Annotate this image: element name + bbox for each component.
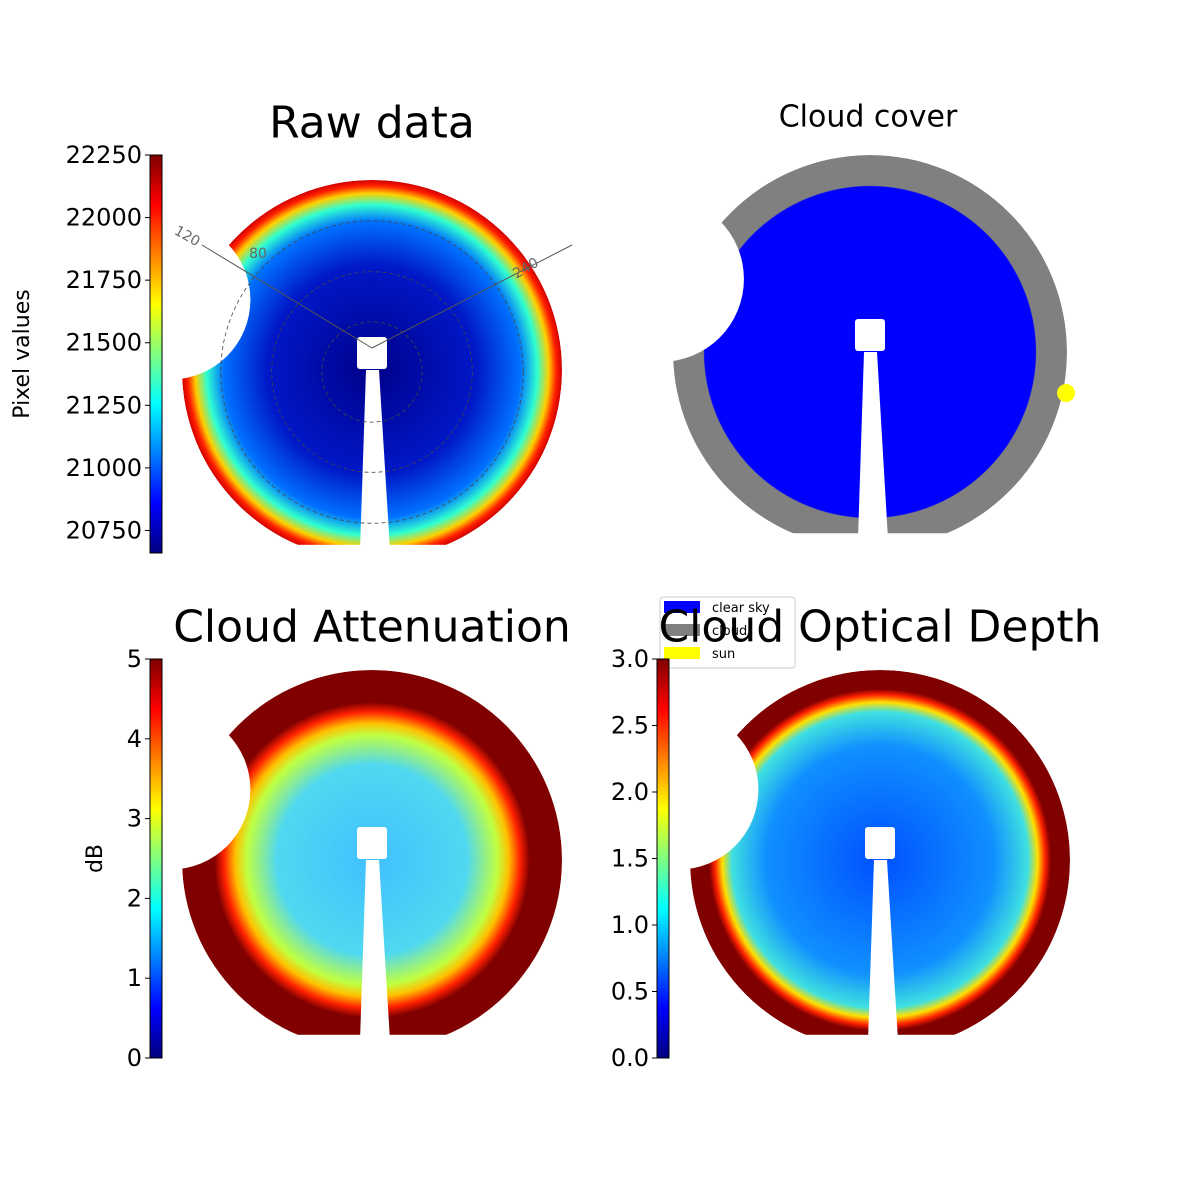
legend-label: cloud — [712, 624, 747, 639]
mast-mask — [858, 352, 888, 540]
colorbar-tick-label: 5 — [127, 645, 142, 673]
panel-title: Cloud cover — [779, 100, 958, 135]
colorbar-tick-label: 21750 — [66, 266, 142, 294]
colorbar-label: Pixel values — [10, 289, 35, 418]
colorbar-tick-label: 21500 — [66, 329, 142, 357]
sun-marker — [1057, 384, 1075, 402]
panel-title: Raw data — [269, 97, 475, 148]
colorbar — [149, 154, 163, 554]
mast-head — [357, 827, 387, 859]
colorbar-tick-label: 22000 — [66, 204, 142, 232]
colorbar-tick-label: 4 — [127, 725, 142, 753]
colorbar-tick-label: 1.0 — [611, 911, 649, 939]
colorbar-tick-label: 20750 — [66, 516, 142, 544]
colorbar-tick-label: 1.5 — [611, 845, 649, 873]
azimuth-label: 120 — [171, 223, 202, 250]
legend-patch — [664, 624, 700, 636]
colorbar-tick-label: 0 — [127, 1044, 142, 1072]
colorbar — [149, 658, 163, 1059]
polar-grid — [220, 220, 524, 524]
colorbar — [656, 658, 670, 1059]
legend-patch — [664, 647, 700, 659]
azimuth-line — [201, 244, 373, 349]
legend-patch — [664, 601, 700, 613]
mast-mask — [360, 860, 390, 1041]
colorbar-tick-label: 2.0 — [611, 778, 649, 806]
panel-title: Cloud Attenuation — [173, 601, 571, 652]
mast-head — [865, 827, 895, 859]
mast-mask — [868, 860, 898, 1041]
legend-label: sun — [712, 647, 735, 662]
polar-grid — [271, 271, 473, 473]
colorbar-tick-label: 0.0 — [611, 1044, 649, 1072]
colorbar-tick-label: 21250 — [66, 391, 142, 419]
colorbar-tick-label: 22250 — [66, 141, 142, 169]
colorbar-tick-label: 2 — [127, 884, 142, 912]
colorbar-tick-label: 3.0 — [611, 645, 649, 673]
polar-grid — [321, 321, 423, 423]
colorbar-tick-label: 21000 — [66, 454, 142, 482]
colorbar-tick-label: 0.5 — [611, 978, 649, 1006]
panel-title: Cloud Optical Depth — [658, 601, 1101, 652]
mast-mask — [360, 370, 390, 551]
azimuth-line — [371, 244, 573, 349]
azimuth-label: 80 — [249, 246, 267, 262]
colorbar-tick-label: 1 — [127, 964, 142, 992]
colorbar-tick-label: 2.5 — [611, 712, 649, 740]
colorbar-label: dB — [83, 844, 108, 873]
mast-head — [855, 319, 885, 351]
colorbar-tick-label: 3 — [127, 805, 142, 833]
mast-head — [357, 337, 387, 369]
legend-label: clear sky — [712, 601, 770, 616]
